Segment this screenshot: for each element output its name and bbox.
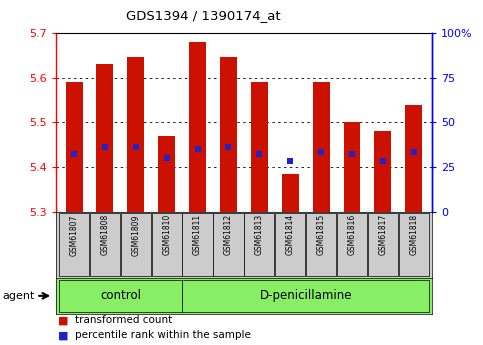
Bar: [152, 214, 182, 276]
Bar: [158, 136, 175, 212]
Bar: [90, 214, 120, 276]
Bar: [275, 214, 305, 276]
Text: agent: agent: [2, 291, 35, 301]
Bar: [66, 82, 83, 212]
Text: GSM61816: GSM61816: [347, 214, 356, 255]
Text: GSM61809: GSM61809: [131, 214, 141, 256]
Text: GSM61817: GSM61817: [378, 214, 387, 255]
Bar: [374, 131, 391, 212]
Text: GSM61808: GSM61808: [100, 214, 110, 255]
Bar: [368, 214, 398, 276]
Bar: [251, 82, 268, 212]
Text: transformed count: transformed count: [75, 315, 172, 325]
Text: GSM61807: GSM61807: [70, 214, 79, 256]
Text: control: control: [100, 289, 141, 302]
Bar: [128, 58, 144, 212]
Bar: [313, 82, 329, 212]
Bar: [343, 122, 360, 212]
Bar: [306, 214, 336, 276]
Bar: [121, 214, 151, 276]
Bar: [59, 279, 182, 312]
Bar: [337, 214, 367, 276]
Text: GSM61810: GSM61810: [162, 214, 171, 255]
Bar: [213, 214, 243, 276]
Bar: [282, 174, 298, 212]
Text: ■: ■: [58, 331, 69, 340]
Bar: [59, 214, 89, 276]
Text: ■: ■: [58, 315, 69, 325]
Text: GSM61814: GSM61814: [286, 214, 295, 255]
Bar: [244, 214, 274, 276]
Bar: [189, 42, 206, 212]
Text: GSM61818: GSM61818: [409, 214, 418, 255]
Bar: [398, 214, 429, 276]
Bar: [97, 64, 114, 212]
Bar: [220, 58, 237, 212]
Text: GSM61812: GSM61812: [224, 214, 233, 255]
Bar: [183, 214, 213, 276]
Text: GSM61813: GSM61813: [255, 214, 264, 255]
Text: GSM61811: GSM61811: [193, 214, 202, 255]
Text: GDS1394 / 1390174_at: GDS1394 / 1390174_at: [126, 9, 280, 22]
Text: D-penicillamine: D-penicillamine: [259, 289, 352, 302]
Bar: [405, 105, 422, 212]
Text: GSM61815: GSM61815: [317, 214, 326, 255]
Bar: [183, 279, 429, 312]
Text: percentile rank within the sample: percentile rank within the sample: [75, 331, 251, 340]
